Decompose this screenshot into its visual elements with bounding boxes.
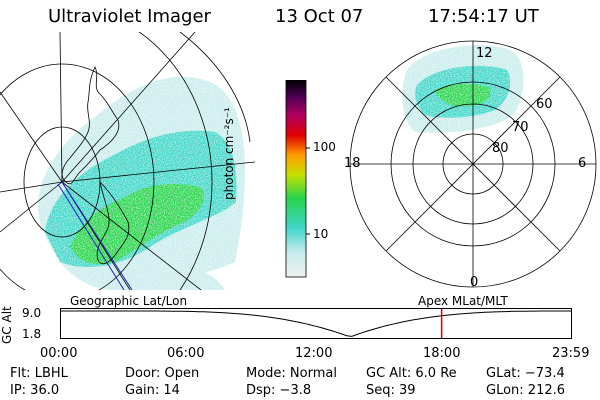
timeline-xtick-2359: 23:59 [552,346,590,361]
status-glat: GLat: −73.4 [486,366,565,381]
mlt-label-0: 0 [470,275,479,290]
lat-label-70: 70 [512,120,529,135]
polar-plot [349,40,597,288]
status-gc-alt: GC Alt: 6.0 Re [366,366,457,381]
status-ip: IP: 36.0 [10,383,60,398]
colorbar-tick-100: 100 [313,140,336,154]
timeline-right-title: Apex MLat/MLT [418,294,508,308]
status-glon: GLon: 212.6 [486,383,566,398]
lat-label-80: 80 [492,141,509,156]
timeline-ytick-low: 1.8 [22,327,42,341]
timeline-xtick-0000: 00:00 [40,346,78,361]
status-filter: Flt: LBHL [10,366,68,381]
timeline-plot [60,308,572,339]
color-bar [285,80,310,278]
time-label: 17:54:17 UT [428,6,539,27]
colorbar-tick-10: 10 [313,227,329,241]
status-seq: Seq: 39 [366,383,416,398]
status-gain: Gain: 14 [125,383,180,398]
date-label: 13 Oct 07 [275,6,364,27]
timeline-ytick-high: 9.0 [22,306,42,320]
lat-label-60: 60 [536,97,553,112]
timeline-xtick-0600: 06:00 [167,346,205,361]
geographic-image [0,32,255,290]
status-mode: Mode: Normal [246,366,337,381]
mlt-label-12: 12 [476,46,493,61]
mlt-label-18: 18 [344,156,361,171]
timeline-xtick-1800: 18:00 [423,346,461,361]
instrument-title: Ultraviolet Imager [48,6,211,27]
mlt-label-6: 6 [578,156,587,171]
status-dsp: Dsp: −3.8 [246,383,312,398]
timeline-left-title: Geographic Lat/Lon [70,294,188,308]
status-door: Door: Open [125,366,200,381]
colorbar-unit-label: photon cm⁻²s⁻¹ [222,107,236,200]
timeline-xtick-1200: 12:00 [295,346,333,361]
timeline-axis-label: GC Alt [0,306,14,344]
